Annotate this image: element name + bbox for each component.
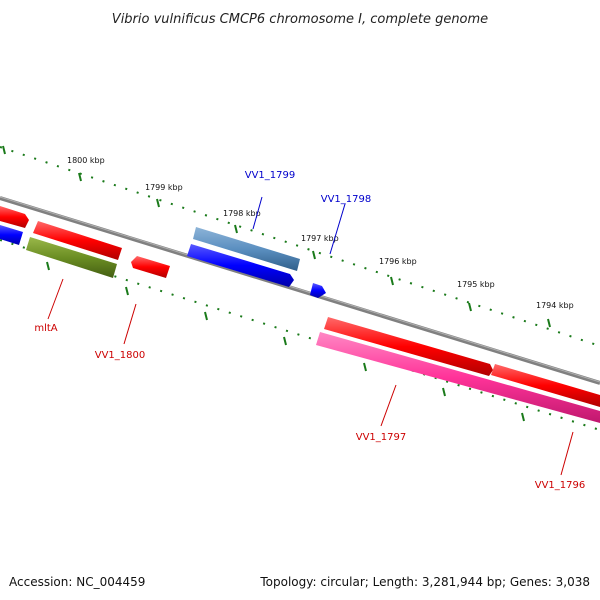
gene-label-vv1-1800[interactable]: VV1_1800 [95,350,146,361]
leader-mlta [47,278,64,320]
map-title: Vibrio vulnificus CMCP6 chromosome I, co… [112,12,488,27]
gene-label-vv1-1799[interactable]: VV1_1799 [245,170,296,181]
tick-label-1799: 1799 kbp [145,183,183,192]
upper-major-ticks [2,145,551,328]
tick-label-1798: 1798 kbp [223,209,261,218]
leader-vv1-1798 [329,203,346,255]
tick-label-1797: 1797 kbp [301,234,339,243]
gene-forward-edge-left[interactable] [0,206,29,228]
leader-vv1-1799 [252,196,263,230]
tick-label-1800: 1800 kbp [67,156,105,165]
gene-vv1-1800[interactable] [131,256,170,278]
lower-tick-row [0,239,600,431]
tick-label-1794: 1794 kbp [536,301,574,310]
gene-label-mlta[interactable]: mltA [34,323,57,334]
leader-vv1-1797 [380,384,397,427]
gene-reverse-small-blue[interactable] [310,283,326,298]
gene-forward-red-3[interactable] [491,364,600,407]
gene-vv1-1799[interactable] [193,227,300,271]
gene-forward-red-1[interactable] [33,221,122,260]
gene-forward-red-2[interactable] [324,317,493,376]
leader-vv1-1796 [560,431,574,476]
leader-vv1-1800 [123,303,137,345]
gene-label-vv1-1798[interactable]: VV1_1798 [321,194,372,205]
genome-summary-text: Topology: circular; Length: 3,281,944 bp… [259,575,590,589]
gene-reverse-edge-left[interactable] [0,225,23,245]
tick-label-1796: 1796 kbp [379,257,417,266]
lower-major-ticks [46,261,525,422]
gene-vv1-1798[interactable] [187,244,294,287]
tick-label-1795: 1795 kbp [457,280,495,289]
gene-mlta[interactable] [26,237,117,278]
gene-label-vv1-1796[interactable]: VV1_1796 [535,480,586,491]
gene-vv1-1797[interactable] [316,332,600,423]
upper-tick-row [0,145,600,347]
genome-backbone-highlight [0,196,600,383]
genome-backbone [0,196,600,385]
gene-label-vv1-1797[interactable]: VV1_1797 [356,432,407,443]
accession-text: Accession: NC_004459 [9,575,145,589]
